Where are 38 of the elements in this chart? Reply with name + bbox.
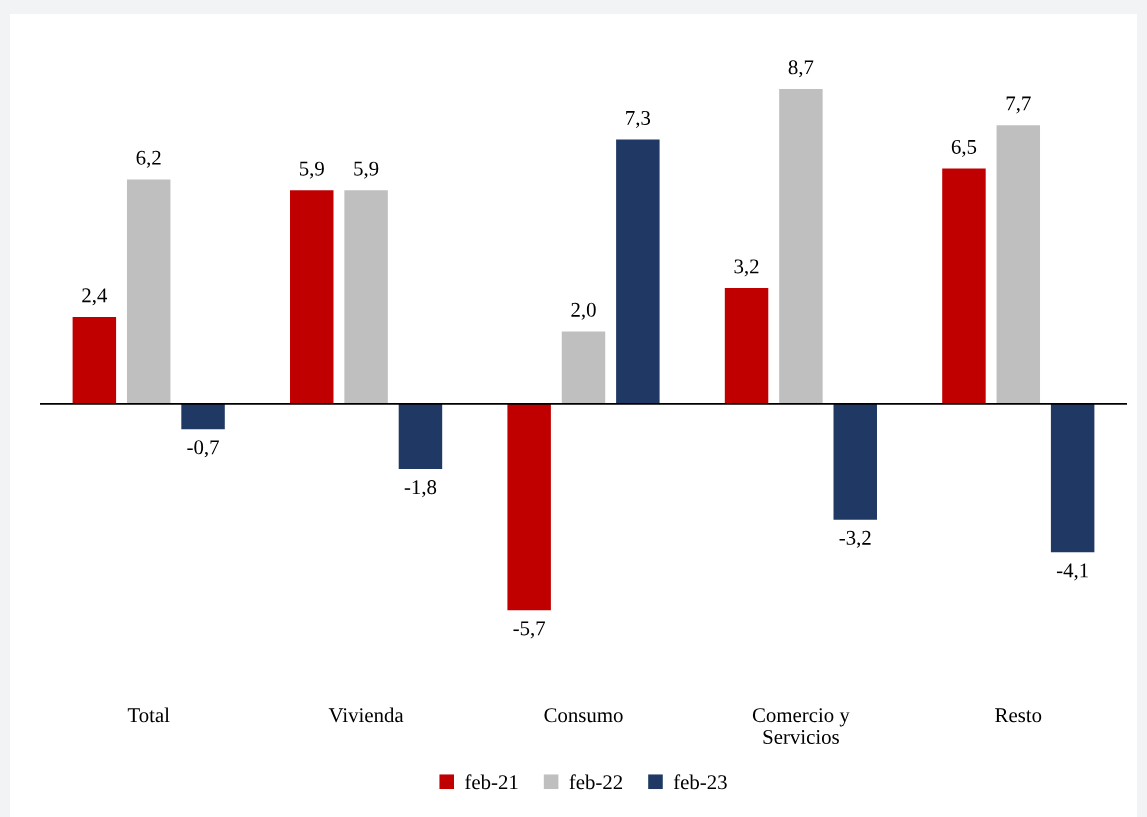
legend-label: feb-22 [569, 774, 623, 790]
data-label: 2,4 [82, 288, 108, 306]
data-label: 3,2 [734, 259, 759, 277]
bar [996, 125, 1041, 404]
x-tick-label: Consumo [544, 708, 623, 723]
bar [181, 403, 225, 430]
data-label: 8,7 [788, 60, 814, 78]
bar [290, 190, 334, 404]
x-tick-label: Resto [995, 708, 1042, 723]
data-label: -3,2 [839, 530, 871, 548]
x-tick-label: Vivienda [328, 707, 404, 723]
data-label: -4,1 [1056, 563, 1088, 581]
x-tick-label: Total [127, 707, 170, 723]
bar [1050, 403, 1095, 553]
legend-label: feb-21 [465, 774, 518, 790]
data-label: 6,5 [951, 139, 977, 157]
bar [724, 288, 769, 404]
x-tick-label: Comercio y Servicios [752, 708, 850, 744]
bar [398, 403, 443, 470]
data-label: -1,8 [404, 480, 437, 498]
bar [126, 179, 171, 404]
bar [72, 317, 117, 404]
bar [779, 88, 823, 404]
data-label: 2,0 [571, 302, 596, 320]
bar [507, 403, 551, 611]
data-label: 7,7 [1006, 96, 1031, 114]
bar [833, 403, 877, 520]
data-label: 5,9 [354, 161, 379, 179]
data-label: -5,7 [513, 621, 546, 639]
bar [561, 331, 606, 404]
bar [942, 168, 986, 404]
bar [344, 190, 388, 404]
data-label: 5,9 [299, 161, 324, 179]
legend-label: feb-23 [673, 774, 727, 790]
data-label: 7,3 [626, 110, 651, 128]
bar [616, 139, 660, 404]
data-label: -0,7 [187, 440, 219, 458]
data-label: 6,2 [136, 150, 161, 168]
